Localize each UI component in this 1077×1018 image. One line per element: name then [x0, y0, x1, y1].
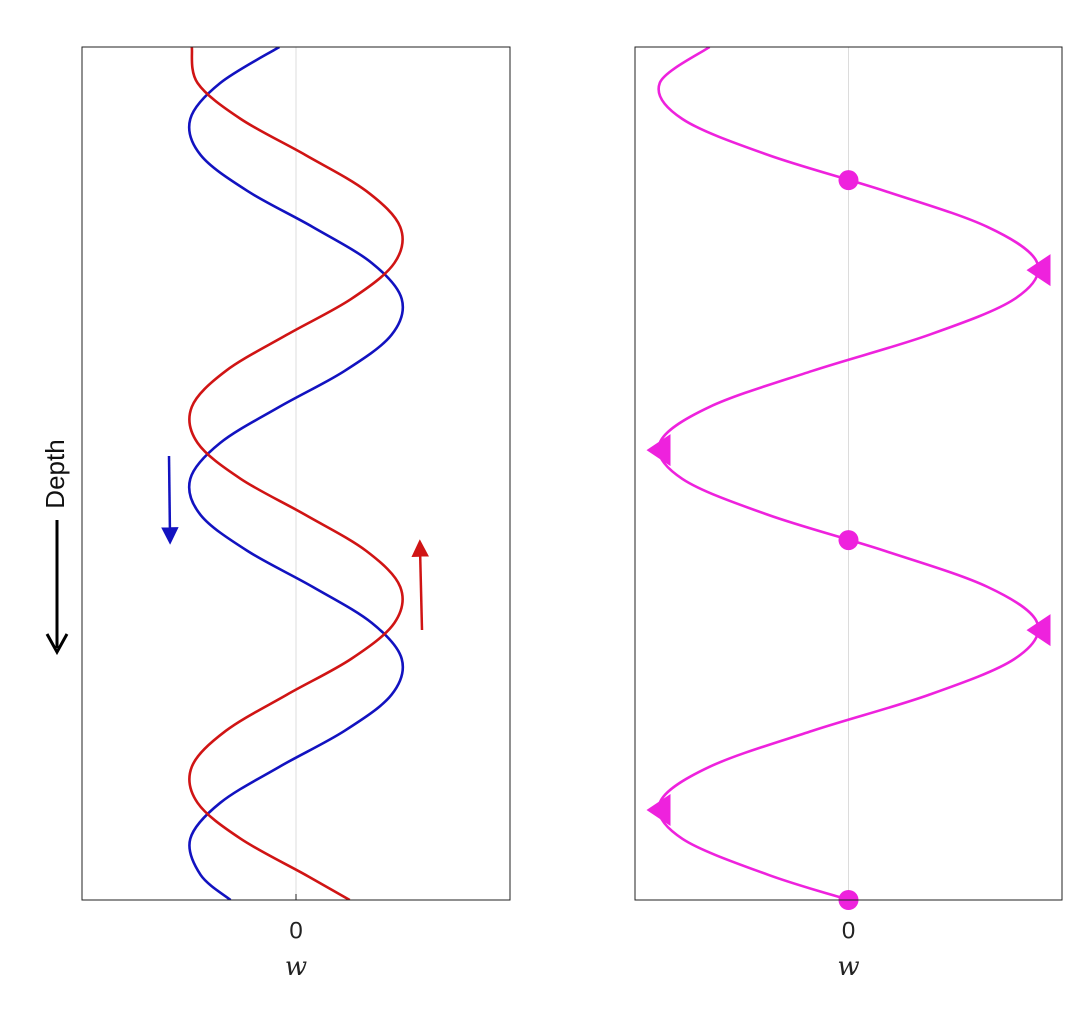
axes-box — [81, 46, 511, 901]
panel: 0w — [634, 46, 1063, 982]
down-arrow — [161, 455, 179, 545]
panel: 0w — [81, 46, 511, 982]
x-tick-label: 0 — [842, 917, 855, 944]
marker-triangle — [1026, 254, 1051, 287]
curve — [657, 47, 1040, 900]
x-axis-label: w — [837, 952, 859, 982]
depth-arrowhead — [45, 633, 69, 656]
x-axis-label: w — [285, 952, 307, 982]
marker-triangle — [1026, 614, 1051, 647]
marker-triangle — [646, 794, 671, 827]
depth-indicator: Depth — [40, 439, 70, 656]
up-arrow — [411, 539, 429, 631]
marker-triangle — [646, 434, 671, 467]
curve — [188, 47, 404, 900]
marker-circle — [838, 170, 859, 191]
axes-box — [634, 46, 1063, 901]
plot-area — [187, 47, 405, 900]
depth-label: Depth — [40, 439, 70, 508]
marker-circle — [838, 530, 859, 551]
plot-area — [657, 47, 1040, 900]
x-tick-label: 0 — [289, 917, 302, 944]
curve — [187, 47, 405, 900]
